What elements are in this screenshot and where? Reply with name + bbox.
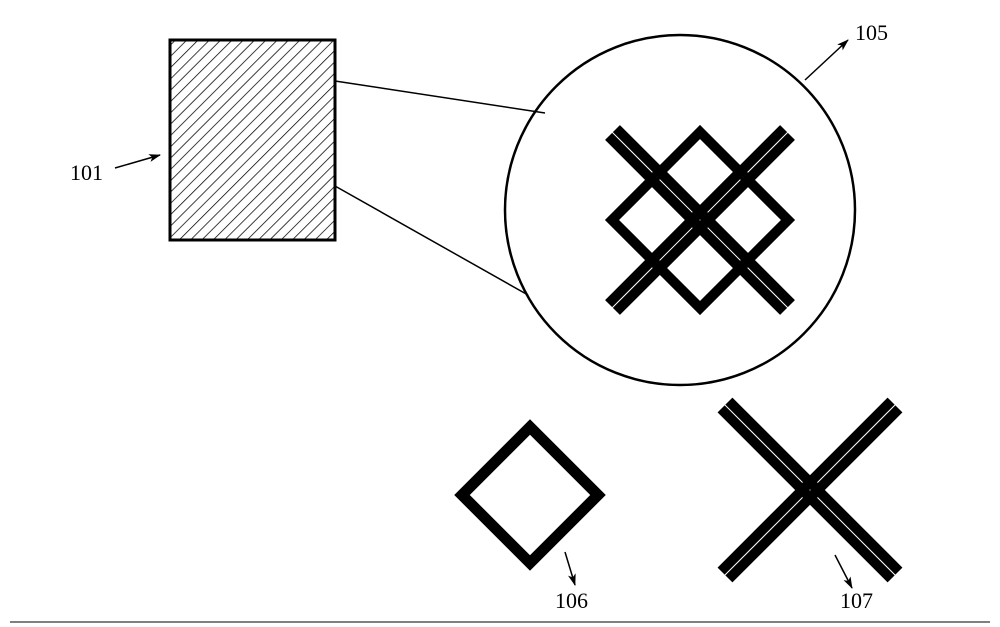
callout-line-top [335, 81, 545, 113]
hatched-rectangle [170, 40, 335, 240]
diagram-svg [0, 0, 1000, 627]
arrow-106 [565, 552, 575, 585]
arrow-101 [115, 155, 160, 168]
x-component [721, 401, 899, 579]
callout-line-bottom [335, 186, 528, 295]
arrow-107 [835, 555, 852, 588]
overlapping-pattern [609, 129, 792, 312]
diamond-component [462, 427, 598, 563]
arrow-105 [805, 40, 848, 80]
